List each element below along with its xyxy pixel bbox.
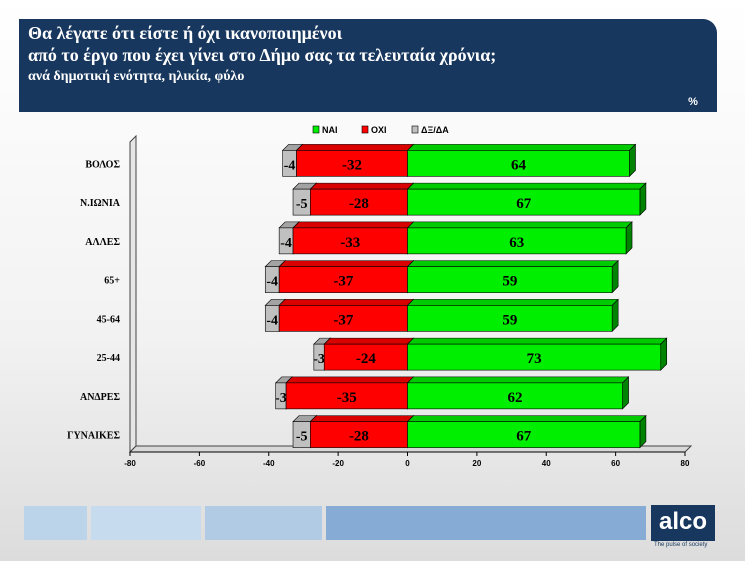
bar-yes-top — [406, 221, 633, 229]
bar-no — [292, 227, 408, 255]
bar-no-top — [295, 144, 415, 151]
bar-yes — [407, 343, 662, 371]
title-line-2: από το έργο που έχει γίνει στο Δήμο σας … — [28, 45, 497, 65]
bar-no — [310, 188, 408, 216]
category-label: ΒΟΛΟΣ — [85, 159, 120, 170]
bar-no-top — [309, 415, 415, 422]
title-line-1: Θα λέγατε ότι είστε ή όχι ικανοποιημένοι — [28, 23, 343, 43]
data-label-no: -37 — [333, 312, 353, 328]
axis-wall — [129, 134, 137, 454]
bar-no-top — [285, 376, 415, 384]
x-tick-label: 40 — [542, 459, 551, 468]
data-label-no: -33 — [340, 235, 360, 251]
x-tick-label: 20 — [472, 459, 481, 468]
x-tick-label: 0 — [405, 459, 410, 468]
legend-label: ΟΧΙ — [371, 125, 387, 135]
bar-yes-side — [639, 182, 647, 216]
bar-no — [278, 305, 408, 332]
data-label-yes: 64 — [511, 157, 527, 173]
data-label-dk: -4 — [266, 275, 278, 290]
bar-no-top — [278, 299, 415, 306]
bar-yes-side — [611, 259, 619, 294]
bar-yes-top — [406, 415, 647, 422]
x-tick-label: -60 — [194, 459, 206, 468]
category-label: 65+ — [104, 276, 120, 287]
x-tick-label: 60 — [611, 459, 620, 468]
data-label-no: -28 — [349, 429, 369, 445]
data-label-yes: 67 — [516, 196, 532, 212]
bar-yes — [407, 227, 627, 255]
bar-yes-side — [622, 376, 629, 410]
bar-yes-side — [660, 337, 668, 371]
bar-yes — [407, 305, 613, 332]
bar-yes-side — [639, 414, 647, 449]
data-label-no: -28 — [349, 196, 369, 212]
bar-yes — [407, 382, 623, 410]
data-label-no: -37 — [333, 274, 353, 290]
bar-yes-top — [406, 299, 619, 306]
alco-logo: alco — [651, 505, 715, 541]
x-tick-label: -20 — [332, 459, 344, 468]
data-label-yes: 63 — [509, 235, 524, 251]
bar-no — [323, 343, 408, 371]
subtitle: ανά δημοτική ενότητα, ηλικία, φύλο — [28, 69, 245, 84]
footer-bar-segment — [91, 506, 201, 540]
data-label-dk: -4 — [266, 313, 278, 328]
footer-bar-segment — [24, 506, 87, 540]
category-label: 45-64 — [97, 314, 120, 325]
bar-yes-top — [406, 182, 647, 190]
legend-swatch — [361, 125, 369, 134]
bar-yes-side — [625, 221, 633, 255]
data-label-dk: -5 — [296, 430, 308, 445]
bar-yes-top — [406, 260, 619, 267]
data-label-no: -32 — [342, 157, 362, 173]
data-label-yes: 59 — [502, 312, 517, 328]
bar-yes — [407, 188, 641, 216]
data-label-no: -35 — [337, 390, 357, 406]
bar-no-top — [292, 221, 415, 229]
data-label-no: -24 — [356, 351, 376, 367]
bar-yes-top — [406, 376, 630, 384]
bar-no — [278, 266, 408, 293]
bar-yes-side — [629, 143, 636, 178]
bar-no-top — [323, 337, 415, 345]
data-label-dk: -3 — [275, 391, 287, 406]
x-tick-label: 80 — [681, 459, 690, 468]
data-label-yes: 59 — [502, 274, 517, 290]
data-label-yes: 73 — [527, 351, 542, 367]
logo-tagline: The pulse of society — [654, 542, 708, 548]
x-tick-label: -40 — [263, 459, 275, 468]
legend-swatch — [312, 125, 320, 134]
bar-yes-top — [406, 337, 668, 345]
footer-bar-segment — [326, 506, 646, 540]
category-label: ΓΥΝΑΙΚΕΣ — [67, 431, 120, 442]
legend-swatch — [411, 125, 419, 134]
bar-yes-side — [611, 298, 619, 333]
header-banner: Θα λέγατε ότι είστε ή όχι ικανοποιημένοι… — [19, 19, 717, 112]
legend-label: ΔΞ/ΔΑ — [421, 125, 449, 135]
bar-no — [296, 150, 408, 177]
bar-no-top — [278, 260, 415, 267]
bar-yes — [407, 421, 641, 448]
data-label-yes: 62 — [508, 390, 523, 406]
category-label: Ν.ΙΩΝΙΑ — [80, 198, 121, 209]
footer-bar-segment — [205, 506, 322, 540]
category-label: ΑΛΛΕΣ — [85, 237, 120, 248]
bar-no — [285, 382, 408, 410]
x-tick-label: -80 — [124, 459, 136, 468]
category-label: ΑΝΔΡΕΣ — [80, 392, 120, 403]
unit-badge: % — [676, 92, 710, 112]
bar-no-top — [309, 182, 415, 190]
data-label-dk: -4 — [284, 158, 296, 173]
data-label-yes: 67 — [516, 429, 532, 445]
data-label-dk: -3 — [313, 352, 325, 367]
bar-yes-top — [406, 144, 637, 151]
category-label: 25-44 — [97, 353, 120, 364]
data-label-dk: -5 — [296, 197, 308, 212]
bar-yes — [407, 150, 630, 177]
data-label-dk: -4 — [280, 236, 292, 251]
legend-label: ΝΑΙ — [322, 125, 338, 135]
bar-yes — [407, 266, 613, 293]
